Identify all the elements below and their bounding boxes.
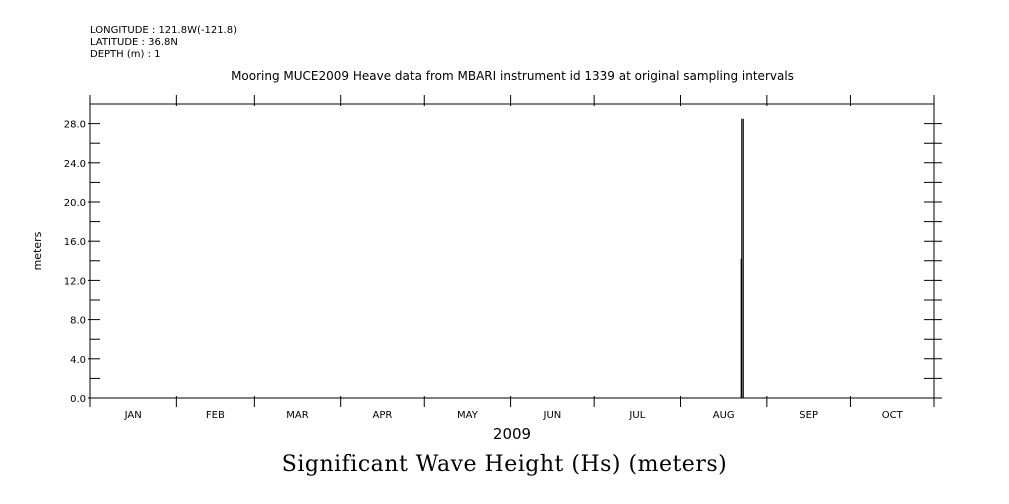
- y-axis-label: meters: [31, 231, 44, 270]
- y-tick-label: 4.0: [70, 355, 86, 366]
- x-axis-label: 2009: [493, 425, 531, 443]
- series-layer: [740, 118, 744, 398]
- y-tick-label: 28.0: [64, 120, 86, 131]
- x-tick-label: MAR: [286, 410, 308, 421]
- x-tick-label: FEB: [206, 410, 225, 421]
- y-tick-label: 8.0: [70, 316, 86, 327]
- y-tick-label: 20.0: [64, 198, 86, 209]
- x-tick-label: APR: [373, 410, 393, 421]
- depth-text: DEPTH (m) : 1: [90, 49, 161, 60]
- plot-frame: [89, 103, 935, 399]
- y-tick-label: 0.0: [70, 394, 86, 405]
- x-tick-label: SEP: [799, 410, 818, 421]
- x-tick-label: OCT: [882, 410, 904, 421]
- axes: 0.0 4.0 8.0 12.0 16.0 20.0 24.0 28.0 JAN FEB MAR AP…: [64, 95, 942, 421]
- x-tick-label: AUG: [713, 410, 735, 421]
- y-tick-label: 24.0: [64, 159, 86, 170]
- x-tick-label: JUL: [628, 410, 645, 421]
- y-tick-label: 16.0: [64, 237, 86, 248]
- chart-caption: Significant Wave Height (Hs) (meters): [281, 452, 728, 477]
- latitude-text: LATITUDE : 36.8N: [90, 37, 178, 48]
- y-tick-label: 12.0: [64, 276, 86, 287]
- plot-title: Mooring MUCE2009 Heave data from MBARI i…: [231, 69, 794, 83]
- x-tick-label: JUN: [543, 410, 562, 421]
- x-tick-label: JAN: [124, 410, 142, 421]
- x-tick-label: MAY: [457, 410, 479, 421]
- longitude-text: LONGITUDE : 121.8W(-121.8): [90, 25, 237, 36]
